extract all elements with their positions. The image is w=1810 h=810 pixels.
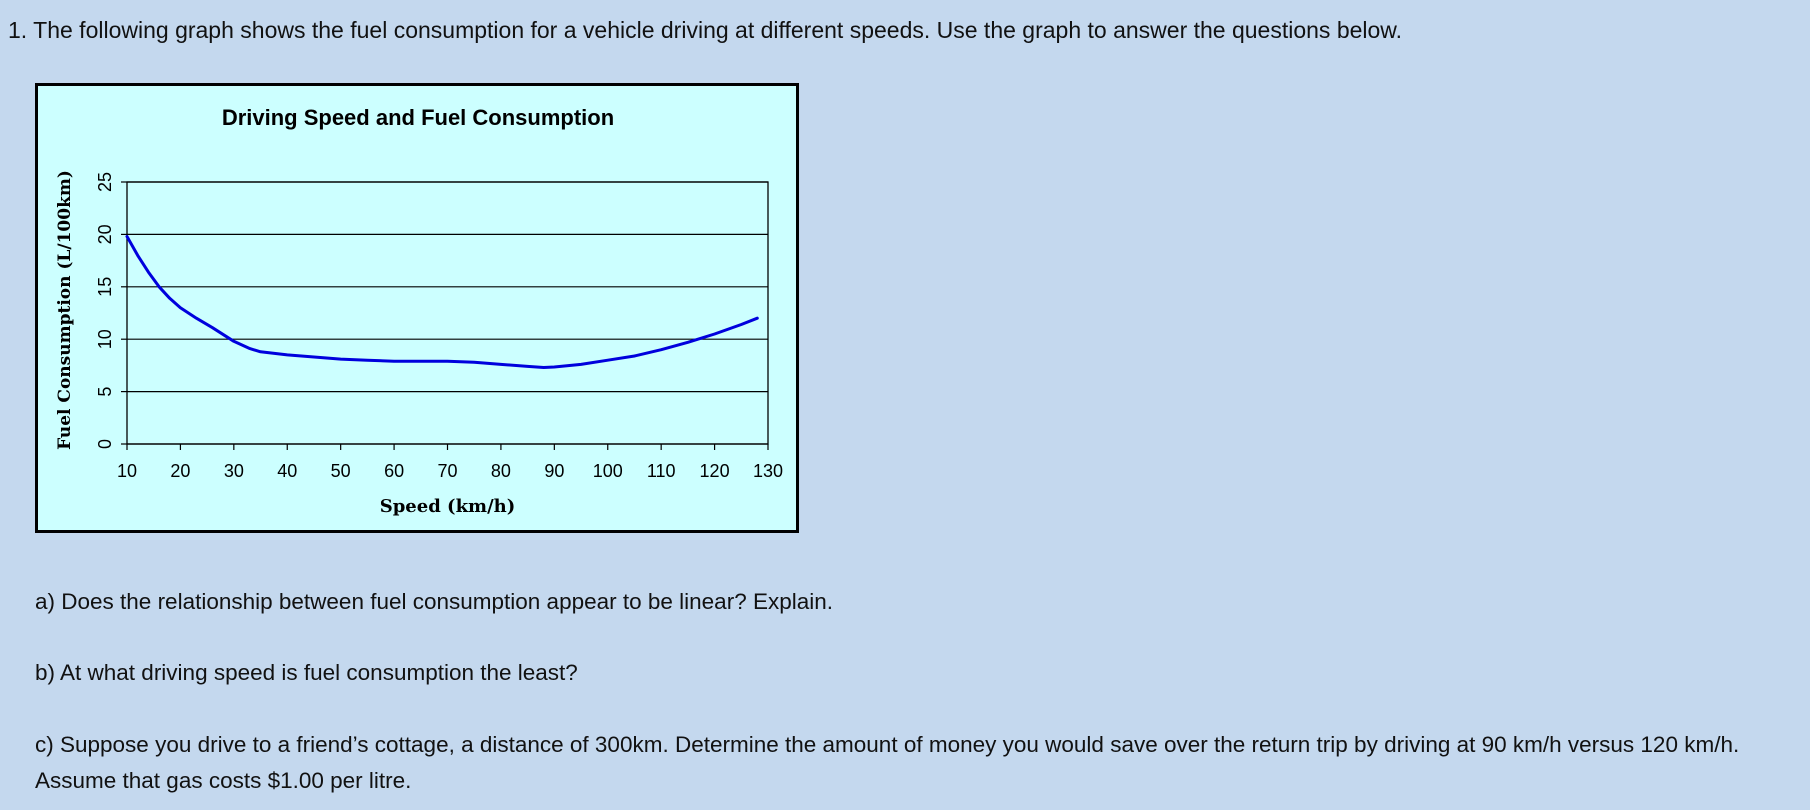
gridlines bbox=[127, 181, 768, 445]
x-tick-label-60: 60 bbox=[384, 461, 404, 481]
y-tick-label-25: 25 bbox=[95, 172, 115, 192]
chart-svg: Driving Speed and Fuel Consumption 05101… bbox=[55, 105, 783, 517]
y-axis-ticks: 0 5 10 15 20 25 bbox=[95, 172, 127, 449]
chart-title: Driving Speed and Fuel Consumption bbox=[222, 105, 614, 130]
question-part-c: c) Suppose you drive to a friend’s cotta… bbox=[35, 732, 1740, 793]
plot-area bbox=[126, 181, 769, 445]
x-tick-label-20: 20 bbox=[170, 461, 190, 481]
question-part-a: a) Does the relationship between fuel co… bbox=[35, 589, 834, 614]
x-tick-label-30: 30 bbox=[224, 461, 244, 481]
x-tick-label-80: 80 bbox=[491, 461, 511, 481]
y-tick-label-10: 10 bbox=[95, 329, 115, 349]
question-intro: 1. The following graph shows the fuel co… bbox=[8, 17, 1403, 43]
x-tick-label-130: 130 bbox=[753, 461, 783, 481]
fuel-consumption-line bbox=[125, 235, 759, 369]
question-part-b: b) At what driving speed is fuel consump… bbox=[35, 660, 578, 685]
y-tick-label-20: 20 bbox=[95, 224, 115, 244]
x-tick-label-50: 50 bbox=[331, 461, 351, 481]
x-axis-ticks: 10 20 30 40 50 60 70 80 90 100 110 120 130 bbox=[117, 444, 783, 481]
x-tick-label-120: 120 bbox=[700, 461, 730, 481]
x-tick-label-40: 40 bbox=[277, 461, 297, 481]
y-tick-label-0: 0 bbox=[95, 439, 115, 449]
y-tick-label-15: 15 bbox=[95, 277, 115, 297]
x-tick-label-110: 110 bbox=[647, 461, 676, 481]
x-axis-label: Speed (km/h) bbox=[380, 496, 516, 517]
y-tick-label-5: 5 bbox=[95, 387, 115, 397]
x-tick-label-90: 90 bbox=[544, 461, 564, 481]
y-axis-label: Fuel Consumption (L/100km) bbox=[55, 170, 75, 450]
x-tick-label-100: 100 bbox=[593, 461, 623, 481]
x-tick-label-70: 70 bbox=[437, 461, 457, 481]
fuel-consumption-chart: Driving Speed and Fuel Consumption 0 5 10 1… bbox=[35, 83, 799, 533]
x-tick-label-10: 10 bbox=[117, 461, 137, 481]
